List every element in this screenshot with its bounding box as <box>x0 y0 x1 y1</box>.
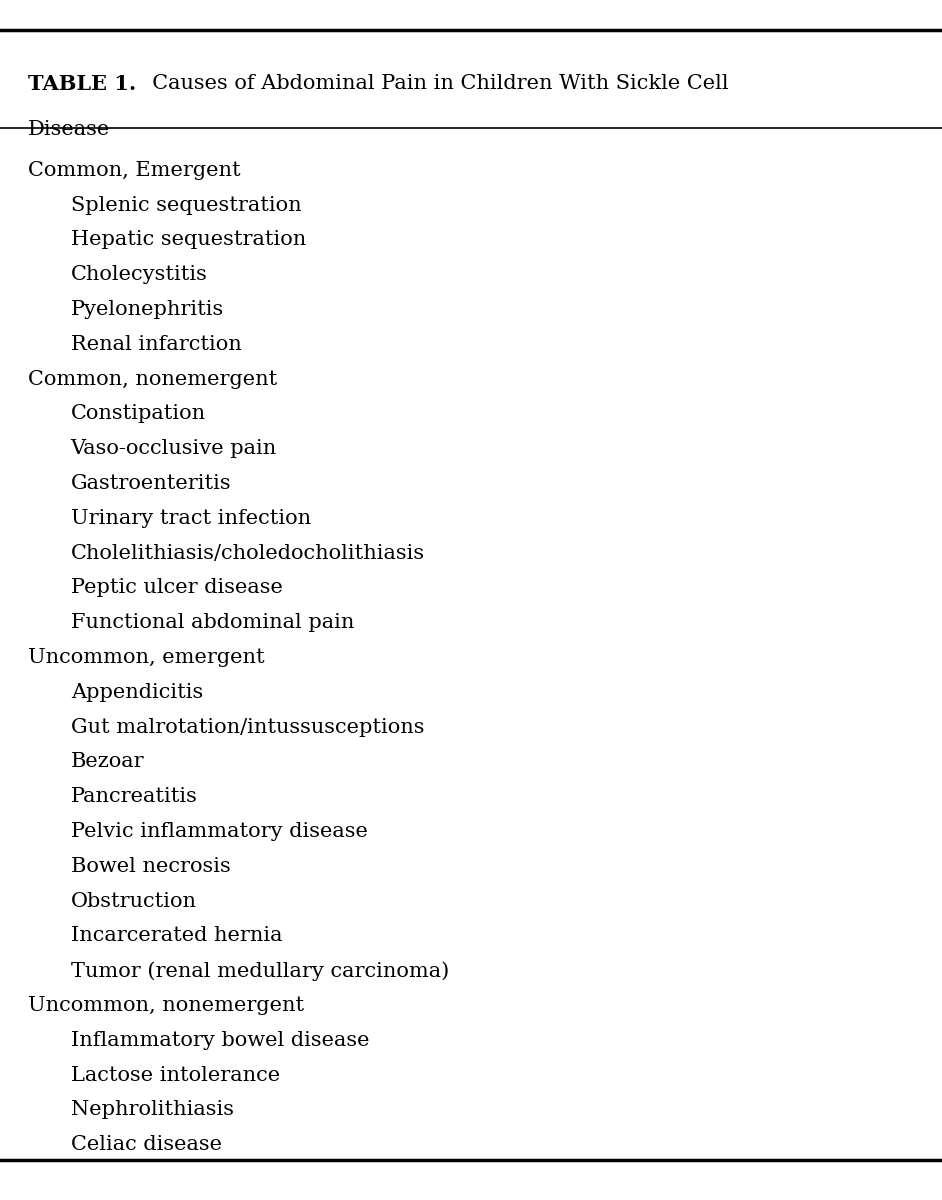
Text: Hepatic sequestration: Hepatic sequestration <box>71 230 306 250</box>
Text: Urinary tract infection: Urinary tract infection <box>71 509 311 528</box>
Text: Cholelithiasis/choledocholithiasis: Cholelithiasis/choledocholithiasis <box>71 544 425 563</box>
Text: Common, Emergent: Common, Emergent <box>28 161 241 180</box>
Text: Bowel necrosis: Bowel necrosis <box>71 857 231 876</box>
Text: Lactose intolerance: Lactose intolerance <box>71 1066 280 1085</box>
Text: Disease: Disease <box>28 120 110 139</box>
Text: Inflammatory bowel disease: Inflammatory bowel disease <box>71 1031 369 1050</box>
Text: Pancreatitis: Pancreatitis <box>71 787 198 806</box>
Text: Pyelonephritis: Pyelonephritis <box>71 300 224 319</box>
Text: Incarcerated hernia: Incarcerated hernia <box>71 926 283 946</box>
Text: Causes of Abdominal Pain in Children With Sickle Cell: Causes of Abdominal Pain in Children Wit… <box>139 74 729 94</box>
Text: Gut malrotation/intussusceptions: Gut malrotation/intussusceptions <box>71 718 424 737</box>
Text: Common, nonemergent: Common, nonemergent <box>28 370 278 389</box>
Text: Gastroenteritis: Gastroenteritis <box>71 474 232 493</box>
Text: Vaso-occlusive pain: Vaso-occlusive pain <box>71 439 277 458</box>
Text: Peptic ulcer disease: Peptic ulcer disease <box>71 578 283 598</box>
Text: Celiac disease: Celiac disease <box>71 1135 221 1154</box>
Text: Tumor (renal medullary carcinoma): Tumor (renal medullary carcinoma) <box>71 961 449 980</box>
Text: Uncommon, nonemergent: Uncommon, nonemergent <box>28 996 304 1015</box>
Text: Splenic sequestration: Splenic sequestration <box>71 196 301 215</box>
Text: Functional abdominal pain: Functional abdominal pain <box>71 613 354 632</box>
Text: Uncommon, emergent: Uncommon, emergent <box>28 648 265 667</box>
Text: Appendicitis: Appendicitis <box>71 683 203 702</box>
Text: Renal infarction: Renal infarction <box>71 335 241 354</box>
Text: Bezoar: Bezoar <box>71 752 144 772</box>
Text: TABLE 1.: TABLE 1. <box>28 74 137 95</box>
Text: Constipation: Constipation <box>71 404 205 424</box>
Text: Obstruction: Obstruction <box>71 892 197 911</box>
Text: Pelvic inflammatory disease: Pelvic inflammatory disease <box>71 822 367 841</box>
Text: Nephrolithiasis: Nephrolithiasis <box>71 1100 234 1120</box>
Text: Cholecystitis: Cholecystitis <box>71 265 207 284</box>
